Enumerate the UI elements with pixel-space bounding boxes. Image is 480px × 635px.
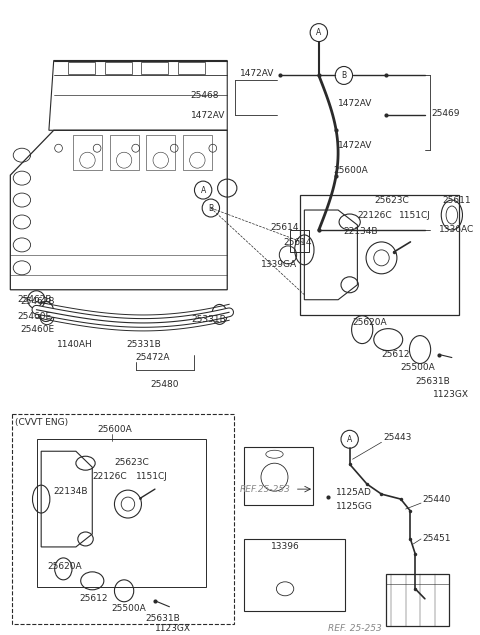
Text: 25451: 25451 <box>422 535 450 544</box>
Text: 25612: 25612 <box>80 594 108 603</box>
Text: (CVVT ENG): (CVVT ENG) <box>15 418 68 427</box>
Text: 1472AV: 1472AV <box>338 99 372 108</box>
Text: 1151CJ: 1151CJ <box>136 472 168 481</box>
Text: 25460E: 25460E <box>17 312 51 321</box>
Text: 25331B: 25331B <box>126 340 161 349</box>
Text: 25472A: 25472A <box>136 353 170 362</box>
Bar <box>183 135 212 170</box>
Bar <box>68 62 95 74</box>
Bar <box>300 195 458 315</box>
Text: 1151CJ: 1151CJ <box>399 211 431 220</box>
Text: A: A <box>347 435 352 444</box>
Text: 25600A: 25600A <box>333 166 368 175</box>
Text: 25460E: 25460E <box>20 325 54 334</box>
Text: 25620A: 25620A <box>353 318 387 327</box>
Text: A: A <box>316 28 322 37</box>
Text: 1123GX: 1123GX <box>155 624 191 633</box>
Text: B: B <box>341 71 347 80</box>
Bar <box>73 135 102 170</box>
Text: 1125AD: 1125AD <box>336 488 372 497</box>
Bar <box>37 439 206 587</box>
Bar <box>290 230 309 252</box>
Bar <box>244 447 313 505</box>
Bar <box>105 62 132 74</box>
Text: 22134B: 22134B <box>343 227 377 236</box>
Text: 25468: 25468 <box>191 91 219 100</box>
Text: 25614: 25614 <box>283 238 312 248</box>
Text: 1125GG: 1125GG <box>336 502 373 511</box>
Text: 25500A: 25500A <box>401 363 435 372</box>
Text: 25600A: 25600A <box>97 425 132 434</box>
Text: REF.25-253: REF.25-253 <box>240 485 291 493</box>
Text: 1140AH: 1140AH <box>57 340 92 349</box>
Text: 25500A: 25500A <box>111 605 146 613</box>
Bar <box>244 539 345 611</box>
Text: A: A <box>201 185 206 194</box>
Text: 25331B: 25331B <box>192 315 227 324</box>
Text: 25462B: 25462B <box>17 295 51 304</box>
Text: 22126C: 22126C <box>358 211 392 220</box>
Bar <box>178 62 205 74</box>
Text: 25614: 25614 <box>271 224 299 232</box>
Bar <box>146 135 175 170</box>
Text: 25631B: 25631B <box>145 614 180 623</box>
Text: 25631B: 25631B <box>415 377 450 386</box>
Text: REF. 25-253: REF. 25-253 <box>328 624 382 633</box>
Text: 1472AV: 1472AV <box>191 111 225 120</box>
Text: 25480: 25480 <box>150 380 179 389</box>
Text: 13396: 13396 <box>271 542 300 551</box>
Text: 1339GA: 1339GA <box>261 260 297 269</box>
Text: 1472AV: 1472AV <box>240 69 274 78</box>
Text: B: B <box>208 204 214 213</box>
Text: 1472AV: 1472AV <box>338 141 372 150</box>
Text: 22126C: 22126C <box>92 472 127 481</box>
Text: 25443: 25443 <box>384 433 412 442</box>
Text: 22134B: 22134B <box>54 486 88 495</box>
Text: 25620A: 25620A <box>47 563 82 572</box>
Text: 25623C: 25623C <box>114 458 149 467</box>
Bar <box>109 135 139 170</box>
Text: 25623C: 25623C <box>375 196 409 204</box>
Bar <box>142 62 168 74</box>
Text: 1123GX: 1123GX <box>432 390 468 399</box>
Bar <box>386 574 449 625</box>
Text: 25611: 25611 <box>442 196 471 204</box>
Text: 25612: 25612 <box>382 350 410 359</box>
Text: 1336AC: 1336AC <box>439 225 475 234</box>
Text: 25469: 25469 <box>432 109 460 118</box>
Text: 25440: 25440 <box>422 495 450 504</box>
Text: 25462B: 25462B <box>20 297 54 306</box>
Bar <box>12 415 234 624</box>
